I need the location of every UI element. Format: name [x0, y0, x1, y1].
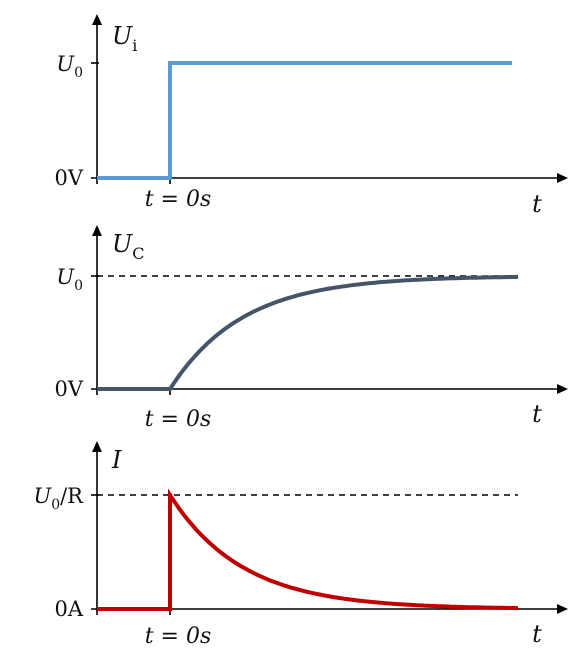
y-tick-label-zero: 0V — [54, 377, 83, 401]
series-line-1 — [97, 61, 512, 180]
x-axis-title: t — [532, 620, 542, 648]
y-tick-label-level: U0 — [56, 52, 83, 81]
y-tick-label-zero: 0V — [54, 166, 83, 190]
time-marker-label: t = 0s — [145, 407, 212, 432]
series-line-1 — [97, 488, 519, 611]
y-tick-label-level: U0 — [56, 265, 83, 294]
y-axis-arrowhead — [92, 441, 102, 452]
y-axis-title: Ui — [112, 22, 137, 55]
y-axis-arrowhead — [92, 14, 102, 25]
panel-2: 0V U0 UC t t = 0s — [54, 225, 568, 432]
y-axis-title: I — [111, 446, 122, 474]
x-axis-title: t — [532, 190, 542, 218]
x-axis-arrowhead — [557, 384, 568, 394]
series-line-1 — [97, 274, 519, 391]
time-marker-label: t = 0s — [145, 187, 212, 212]
y-axis-title: UC — [112, 230, 144, 263]
x-axis-arrowhead — [557, 604, 568, 614]
x-axis-title: t — [532, 400, 542, 428]
x-axis-arrowhead — [557, 173, 568, 183]
time-marker-label: t = 0s — [145, 624, 212, 649]
y-tick-label-level: U0/R — [33, 484, 84, 513]
panel-1: 0V U0 Ui t t = 0s — [54, 14, 568, 218]
y-tick-label-zero: 0A — [54, 597, 83, 621]
panel-3: 0A U0/R It t = 0s — [33, 441, 568, 649]
y-axis-arrowhead — [92, 225, 102, 236]
